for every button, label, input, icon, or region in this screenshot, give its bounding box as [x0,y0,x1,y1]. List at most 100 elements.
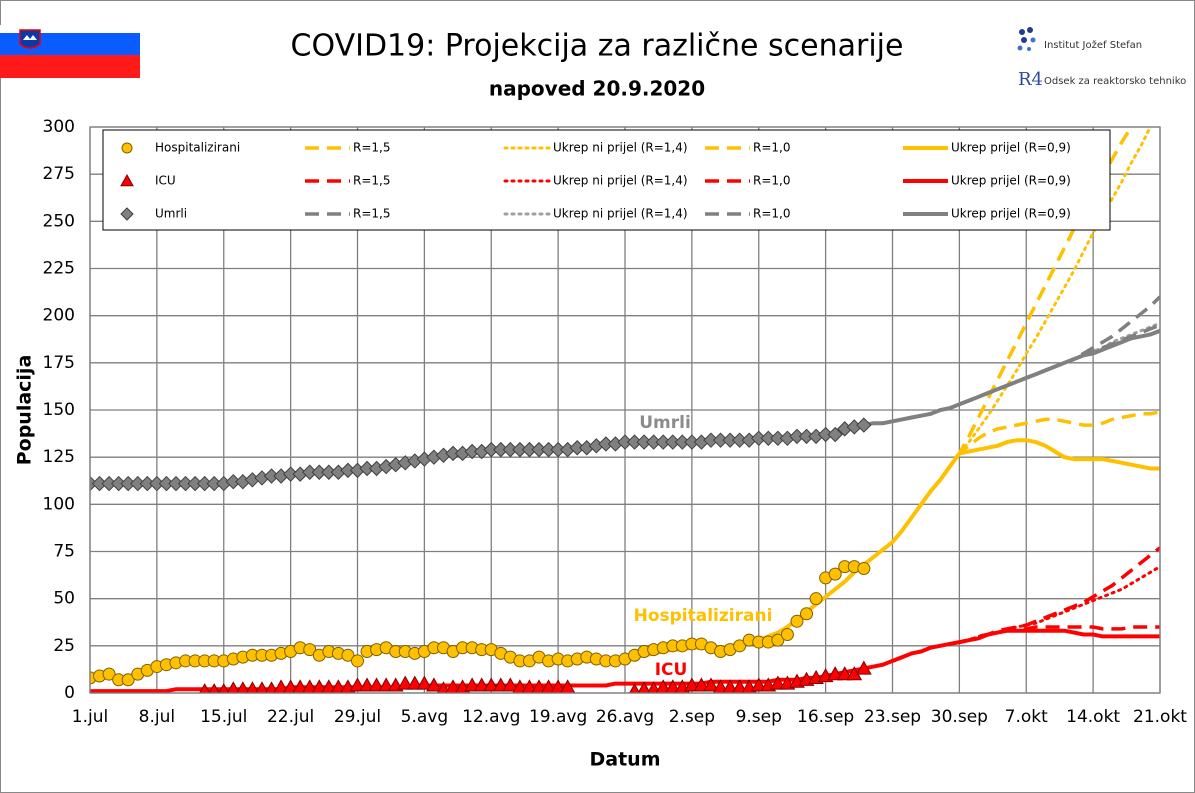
legend-label: Ukrep prijel (R=0,9) [951,207,1071,221]
marker [855,660,872,675]
flag [0,25,140,78]
legend-label: R=1,0 [753,174,790,188]
x-tick-label: 21.okt [1133,707,1187,727]
legend-label: Ukrep ni prijel (R=1,4) [553,141,688,155]
marker [647,681,661,693]
marker [199,683,211,693]
marker [349,677,366,692]
legend-label: Ukrep prijel (R=0,9) [951,174,1071,188]
y-tick-label: 275 [43,164,75,184]
legend-label: Ukrep ni prijel (R=1,4) [553,207,688,221]
marker [780,628,794,642]
y-tick-label: 175 [43,353,75,373]
marker [836,666,853,681]
legend-label: R=1,0 [753,141,790,155]
chart-title: COVID19: Projekcija za različne scenarij… [291,29,904,64]
marker [856,417,872,433]
legend-label: Umrli [155,207,187,221]
legend-label: Ukrep ni prijel (R=1,4) [553,174,688,188]
marker [397,675,414,690]
marker [120,207,134,221]
series-line [853,328,1160,429]
x-axis-label: Datum [590,749,661,771]
marker [464,677,480,692]
marker [703,677,719,692]
marker [416,675,433,690]
x-tick-label: 15.jul [200,707,247,727]
marker [637,681,651,693]
marker [629,683,641,693]
legend-label: R=1,5 [353,207,390,221]
marker [790,614,804,628]
annotation: ICU [655,660,688,680]
x-tick-label: 9.sep [736,707,782,727]
logo-mark: R4 [1018,69,1043,90]
marker [502,677,519,692]
y-tick-label: 125 [43,447,75,467]
x-tick-label: 7.okt [1005,707,1048,727]
marker [303,643,317,657]
y-tick-label: 200 [43,306,75,326]
marker [809,592,823,606]
x-tick-label: 1.jul [72,707,108,727]
series-line [929,127,1152,493]
marker [426,677,442,692]
legend-label: R=1,0 [753,207,790,221]
x-tick-label: 16.sep [797,707,854,727]
legend: Hospitalizirani R=1,5 Ukrep ni prijel (R=1… [120,141,1071,221]
marker [800,607,814,621]
legend-label: R=1,5 [353,174,390,188]
marker [341,648,355,662]
marker [208,683,220,693]
marker [827,426,843,443]
legend-label: R=1,5 [353,141,390,155]
marker [102,667,116,681]
x-tick-label: 2.sep [669,707,715,727]
marker [245,681,259,693]
x-tick-label: 30.sep [931,707,988,727]
marker [255,681,269,693]
marker [436,681,451,693]
logo: Institut Jožef Stefan R4 Odsek za reakto… [1017,27,1186,90]
y-tick-label: 50 [53,589,75,609]
plot-border [89,126,1161,694]
logo-subtext: Odsek za reaktorsko tehniko [1044,76,1186,87]
y-tick-label: 100 [43,494,75,514]
marker [733,639,747,653]
x-tick-label: 22.jul [267,707,314,727]
x-tick-label: 19.avg [529,707,587,727]
marker [483,677,500,692]
y-tick-label: 25 [53,636,75,656]
plot-area [90,127,1160,693]
marker [750,677,767,692]
y-tick-label: 250 [43,211,75,231]
legend-label: Hospitalizirani [155,141,240,155]
series-line [929,410,1160,493]
y-axis-label: Populacija [14,355,36,466]
marker [218,683,230,693]
y-tick-label: 0 [64,683,75,703]
marker [378,677,395,692]
logo-text: Institut Jožef Stefan [1044,39,1142,51]
marker [121,142,133,154]
marker [827,666,844,681]
x-tick-label: 12.avg [462,707,520,727]
y-tick-label: 225 [43,259,75,279]
marker [857,561,871,575]
marker [359,677,375,692]
marker [368,677,385,692]
marker [406,675,423,690]
marker [492,677,509,692]
x-tick-label: 14.okt [1066,707,1120,727]
marker [226,681,240,693]
marker [771,633,785,647]
marker [473,677,490,692]
series-line [929,127,1133,493]
marker [684,677,700,692]
marker [351,654,364,668]
marker [236,681,250,693]
marker [121,673,135,687]
x-tick-label: 8.jul [139,707,175,727]
